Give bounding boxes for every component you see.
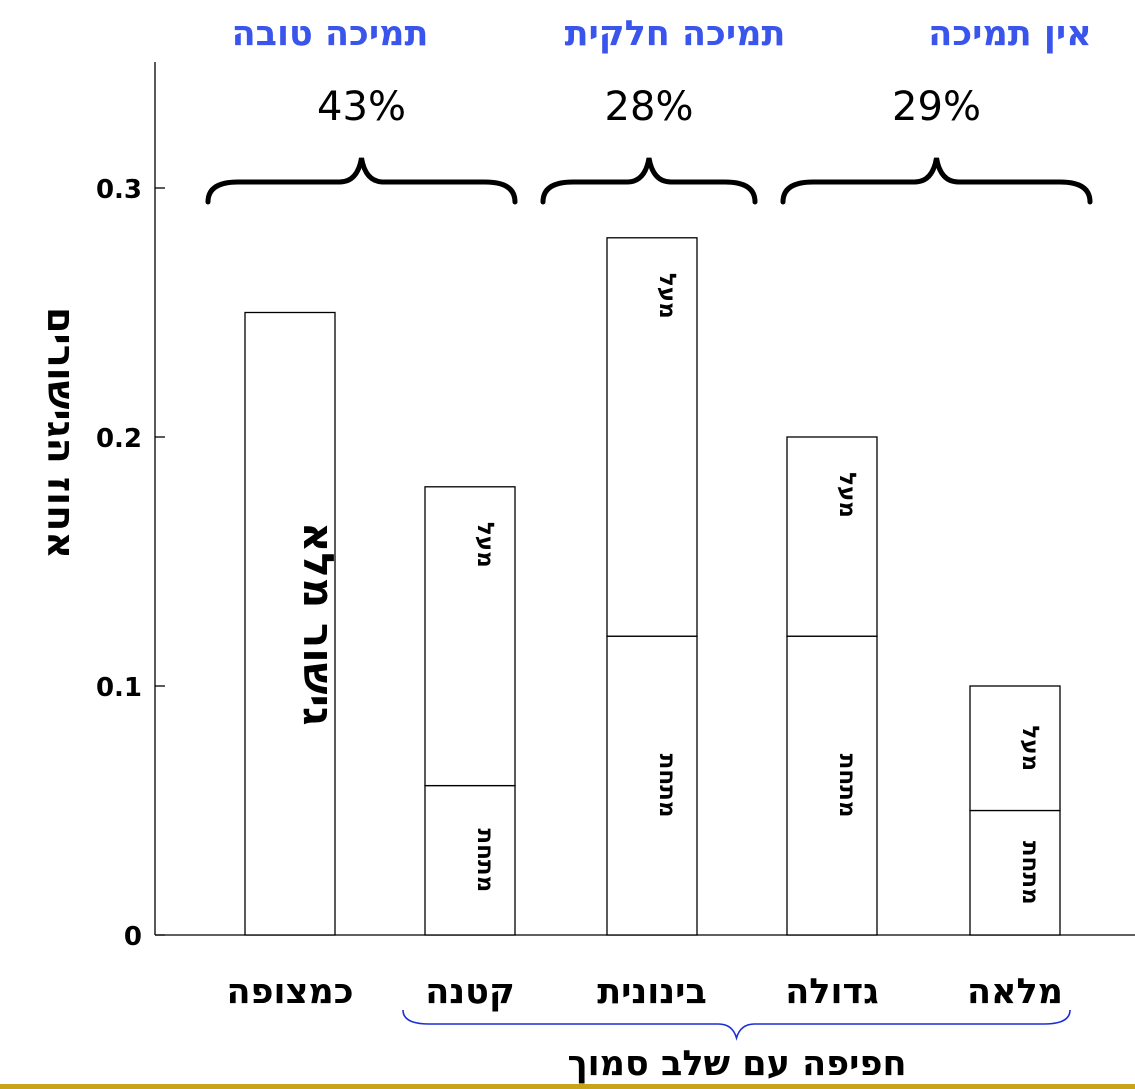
label-layer: כמצופה קטנה בינונית גדולה מלאה גישור מלא מתחת מ… [226,273,1063,1084]
group-layer: תמיכה טובה 43% תמיכה חלקית 28% אין תמיכה 29% [205,14,1093,1041]
y-tick-label: 0.1 [96,673,142,703]
group-percent: 29% [892,84,981,130]
axis-layer: 0 0.1 0.2 0.3 אחוז הגישורים [39,62,1135,952]
bar-segment-below [786,635,878,936]
bar-segment-above [969,685,1061,812]
x-category-label: גדולה [785,972,878,1012]
bar-segment-above [606,237,698,637]
bar-segment-label: מתחת [1017,841,1043,905]
y-tick-label: 0.2 [96,424,142,454]
group-title: אין תמיכה [928,14,1091,54]
x-category-label: מלאה [967,972,1063,1012]
bar-segment-label: מתחת [654,754,680,818]
group-title: תמיכה טובה [232,14,429,54]
bar-segment-above [424,486,516,787]
x-category-label: כמצופה [226,972,353,1012]
bar-segment-above [786,436,878,637]
bar-segment-below [606,635,698,936]
y-tick-label: 0.3 [96,175,142,205]
bar-segment-label: מעל [654,273,680,319]
group-brace [780,157,1093,205]
bar-layer [244,237,1061,936]
group-percent: 43% [317,84,406,130]
bar-segment-label: מעל [1017,725,1043,771]
bar-segment-below [424,784,516,936]
group-percent: 28% [605,84,694,130]
y-tick-label: 0 [124,922,142,952]
bar-segment-label: מעל [472,522,498,568]
bottom-rule [0,1084,1135,1089]
x-axis-label: חפיפה עם שלב סמוך [567,1044,906,1084]
bar-segment-label: מעל [834,472,860,518]
bar-full-bridge [244,311,336,936]
y-axis-label: אחוז הגישורים [39,307,83,559]
overlap-brace [402,1009,1071,1041]
x-category-label: קטנה [425,972,514,1012]
group-brace [540,157,758,205]
x-category-label: בינונית [597,972,707,1012]
bar-segment-label: מתחת [472,828,498,892]
group-title: תמיכה חלקית [565,14,786,54]
bar-segment-below [969,809,1061,936]
bar-segment-label: מתחת [834,754,860,818]
group-brace [205,157,518,205]
bar-segment-label: גישור מלא [294,522,343,726]
